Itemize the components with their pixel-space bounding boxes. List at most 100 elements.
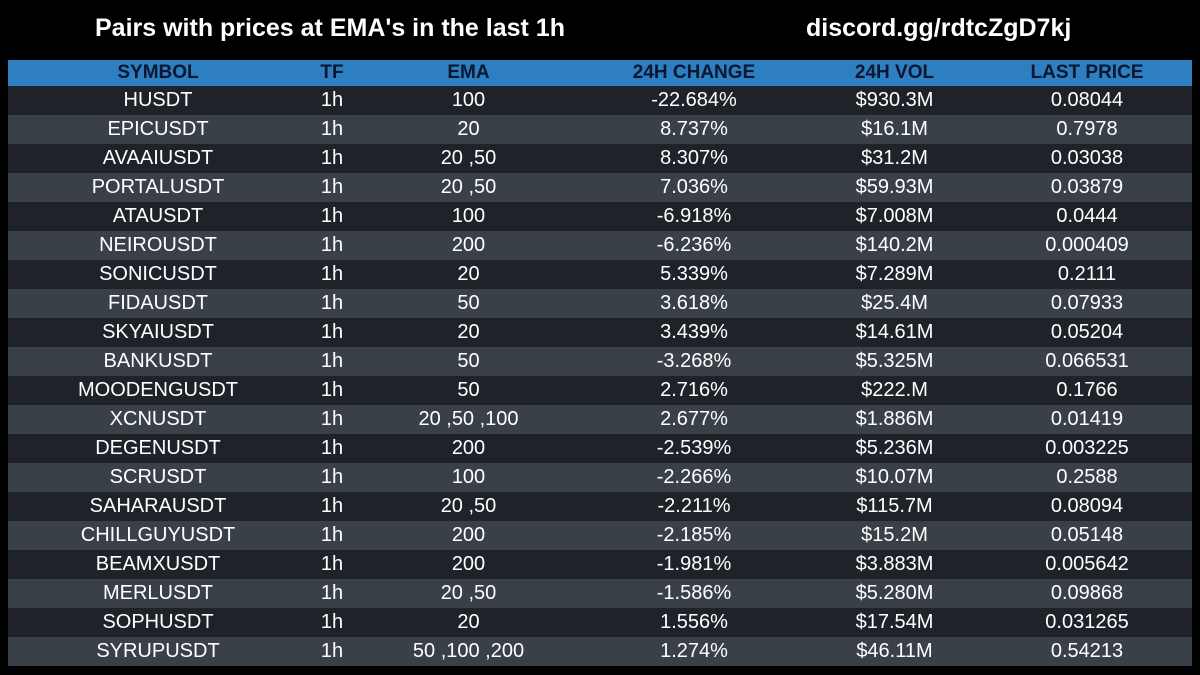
cell-tf: 1h <box>320 321 344 343</box>
cell-ema: 20 ,50 <box>440 176 497 198</box>
cell-24h-change: 2.677% <box>660 408 728 430</box>
cell-tf: 1h <box>320 495 344 517</box>
cell-ema: 50 <box>457 379 480 401</box>
cell-24h-change: -1.981% <box>656 553 732 575</box>
cell-24h-vol: $10.07M <box>855 466 934 488</box>
cell-tf: 1h <box>320 176 344 198</box>
cell-last-price: 0.066531 <box>1045 350 1129 372</box>
cell-24h-vol: $16.1M <box>861 118 928 140</box>
table-row: SCRUSDT 1h 100 -2.266% $10.07M 0.2588 <box>8 463 1192 492</box>
cell-last-price: 0.003225 <box>1045 437 1129 459</box>
cell-24h-change: -2.539% <box>656 437 732 459</box>
cell-24h-vol: $25.4M <box>861 292 928 314</box>
table-row: DEGENUSDT 1h 200 -2.539% $5.236M 0.003225 <box>8 434 1192 463</box>
cell-symbol: SKYAIUSDT <box>102 321 214 343</box>
cell-24h-change: 8.737% <box>660 118 728 140</box>
table-row: HUSDT 1h 100 -22.684% $930.3M 0.08044 <box>8 86 1192 115</box>
table-body: HUSDT 1h 100 -22.684% $930.3M 0.08044 EPICUSDT… <box>8 86 1192 666</box>
cell-last-price: 0.08044 <box>1050 89 1124 111</box>
cell-ema: 200 <box>451 437 486 459</box>
table-row: FIDAUSDT 1h 50 3.618% $25.4M 0.07933 <box>8 289 1192 318</box>
cell-24h-change: -6.236% <box>656 234 732 256</box>
cell-last-price: 0.03038 <box>1050 147 1124 169</box>
cell-last-price: 0.0444 <box>1056 205 1118 227</box>
cell-last-price: 0.1766 <box>1056 379 1118 401</box>
cell-ema: 20 <box>457 263 480 285</box>
column-header-ema: EMA <box>447 62 490 83</box>
cell-symbol: FIDAUSDT <box>108 292 208 314</box>
table-row: ATAUSDT 1h 100 -6.918% $7.008M 0.0444 <box>8 202 1192 231</box>
cell-tf: 1h <box>320 350 344 372</box>
cell-ema: 100 <box>451 466 486 488</box>
cell-24h-change: -6.918% <box>656 205 732 227</box>
cell-ema: 20 ,50 <box>440 495 497 517</box>
cell-24h-vol: $15.2M <box>861 524 928 546</box>
table-row: SYRUPUSDT 1h 50 ,100 ,200 1.274% $46.11M 0.54… <box>8 637 1192 666</box>
cell-ema: 20 ,50 <box>440 147 497 169</box>
cell-24h-vol: $5.280M <box>855 582 934 604</box>
cell-24h-change: 3.618% <box>660 292 728 314</box>
discord-link[interactable]: discord.gg/rdtcZgD7kj <box>806 14 1072 42</box>
cell-ema: 200 <box>451 553 486 575</box>
cell-symbol: DEGENUSDT <box>95 437 221 459</box>
cell-last-price: 0.2588 <box>1056 466 1118 488</box>
cell-symbol: SAHARAUSDT <box>89 495 227 517</box>
column-header-last-price: LAST PRICE <box>1030 62 1144 83</box>
cell-24h-vol: $1.886M <box>855 408 934 430</box>
table-row: NEIROUSDT 1h 200 -6.236% $140.2M 0.000409 <box>8 231 1192 260</box>
cell-24h-vol: $3.883M <box>855 553 934 575</box>
cell-24h-vol: $7.008M <box>855 205 934 227</box>
cell-tf: 1h <box>320 205 344 227</box>
cell-symbol: XCNUSDT <box>109 408 207 430</box>
cell-ema: 200 <box>451 524 486 546</box>
cell-symbol: BANKUSDT <box>103 350 213 372</box>
table-row: PORTALUSDT 1h 20 ,50 7.036% $59.93M 0.03879 <box>8 173 1192 202</box>
cell-tf: 1h <box>320 582 344 604</box>
cell-tf: 1h <box>320 89 344 111</box>
cell-tf: 1h <box>320 147 344 169</box>
cell-ema: 100 <box>451 89 486 111</box>
cell-last-price: 0.005642 <box>1045 553 1129 575</box>
cell-last-price: 0.03879 <box>1050 176 1124 198</box>
cell-symbol: NEIROUSDT <box>99 234 217 256</box>
table-header: SYMBOL TF EMA 24H CHANGE 24H VOL LAST PRICE <box>8 60 1192 86</box>
cell-symbol: CHILLGUYUSDT <box>80 524 236 546</box>
cell-last-price: 0.000409 <box>1045 234 1129 256</box>
cell-last-price: 0.05204 <box>1050 321 1124 343</box>
cell-24h-change: 2.716% <box>660 379 728 401</box>
cell-symbol: MERLUSDT <box>102 582 213 604</box>
cell-tf: 1h <box>320 553 344 575</box>
cell-24h-change: -2.266% <box>656 466 732 488</box>
cell-ema: 100 <box>451 205 486 227</box>
table-row: EPICUSDT 1h 20 8.737% $16.1M 0.7978 <box>8 115 1192 144</box>
cell-ema: 50 <box>457 350 480 372</box>
cell-24h-vol: $17.54M <box>855 611 934 633</box>
cell-last-price: 0.07933 <box>1050 292 1124 314</box>
table-row: SKYAIUSDT 1h 20 3.439% $14.61M 0.05204 <box>8 318 1192 347</box>
table-row: BEAMXUSDT 1h 200 -1.981% $3.883M 0.005642 <box>8 550 1192 579</box>
cell-ema: 20 <box>457 321 480 343</box>
cell-24h-change: -1.586% <box>656 582 732 604</box>
cell-tf: 1h <box>320 611 344 633</box>
cell-24h-change: 7.036% <box>660 176 728 198</box>
cell-24h-change: -2.211% <box>657 495 731 517</box>
cell-last-price: 0.08094 <box>1050 495 1124 517</box>
cell-symbol: EPICUSDT <box>107 118 209 140</box>
cell-tf: 1h <box>320 292 344 314</box>
table-row: CHILLGUYUSDT 1h 200 -2.185% $15.2M 0.05148 <box>8 521 1192 550</box>
cell-tf: 1h <box>320 640 344 662</box>
cell-24h-vol: $140.2M <box>855 234 934 256</box>
table-row: AVAAIUSDT 1h 20 ,50 8.307% $31.2M 0.03038 <box>8 144 1192 173</box>
cell-last-price: 0.54213 <box>1050 640 1124 662</box>
cell-24h-vol: $46.11M <box>856 640 933 662</box>
cell-symbol: HUSDT <box>123 89 193 111</box>
cell-24h-change: 8.307% <box>660 147 728 169</box>
cell-symbol: SOPHUSDT <box>102 611 214 633</box>
table-row: SONICUSDT 1h 20 5.339% $7.289M 0.2111 <box>8 260 1192 289</box>
cell-ema: 20 ,50 <box>440 582 497 604</box>
cell-last-price: 0.01419 <box>1050 408 1124 430</box>
cell-last-price: 0.09868 <box>1050 582 1124 604</box>
cell-symbol: ATAUSDT <box>112 205 204 227</box>
table-row: XCNUSDT 1h 20 ,50 ,100 2.677% $1.886M 0.01419 <box>8 405 1192 434</box>
cell-ema: 20 <box>457 611 480 633</box>
